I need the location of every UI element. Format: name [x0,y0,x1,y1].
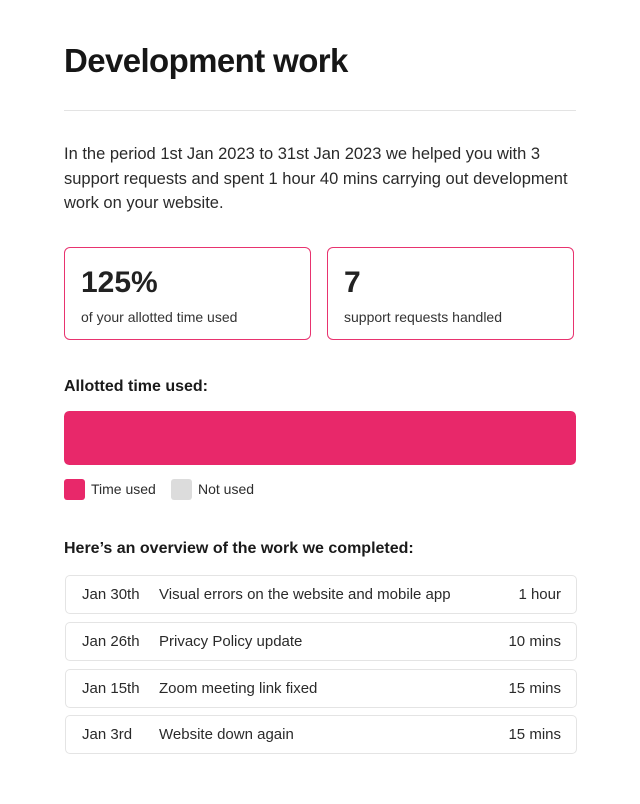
usage-progress-fill [64,411,576,465]
work-duration: 10 mins [508,633,561,650]
work-description: Zoom meeting link fixed [159,680,318,697]
page-title: Development work [64,42,348,79]
stat-card-requests: 7 support requests handled [327,247,574,340]
legend-label: Not used [198,481,255,497]
stat-value: 125% [81,266,158,299]
stat-value: 7 [344,266,361,299]
work-date: Jan 3rd [82,726,133,743]
work-description: Website down again [159,726,294,743]
legend-label: Time used [91,481,156,497]
work-duration: 15 mins [508,726,561,743]
usage-progress-bar [64,411,576,465]
stat-label: of your allotted time used [81,309,238,325]
overview-heading: Here’s an overview of the work we comple… [64,540,414,557]
work-description: Privacy Policy update [159,633,303,650]
work-duration: 15 mins [508,680,561,697]
divider [64,110,576,111]
stat-card-time-used: 125% of your allotted time used [64,247,311,340]
time-used-swatch [64,479,85,500]
usage-heading: Allotted time used: [64,378,209,395]
work-row: Jan 30th Visual errors on the website an… [65,575,577,614]
work-date: Jan 26th [82,633,140,650]
work-date: Jan 15th [82,680,140,697]
work-row: Jan 15th Zoom meeting link fixed 15 mins [65,669,577,708]
work-row: Jan 26th Privacy Policy update 10 mins [65,622,577,661]
work-description: Visual errors on the website and mobile … [159,586,451,603]
not-used-swatch [171,479,192,500]
work-date: Jan 30th [82,586,140,603]
intro-text: In the period 1st Jan 2023 to 31st Jan 2… [64,145,568,212]
work-duration: 1 hour [518,586,561,603]
stat-label: support requests handled [344,309,502,325]
work-row: Jan 3rd Website down again 15 mins [65,715,577,754]
